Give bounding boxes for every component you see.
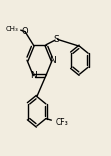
Text: CH₃: CH₃ xyxy=(5,26,18,32)
Text: CF₃: CF₃ xyxy=(55,118,68,127)
Text: S: S xyxy=(54,35,59,44)
Text: O: O xyxy=(22,27,28,36)
Text: N: N xyxy=(30,71,37,80)
Text: N: N xyxy=(49,56,56,65)
